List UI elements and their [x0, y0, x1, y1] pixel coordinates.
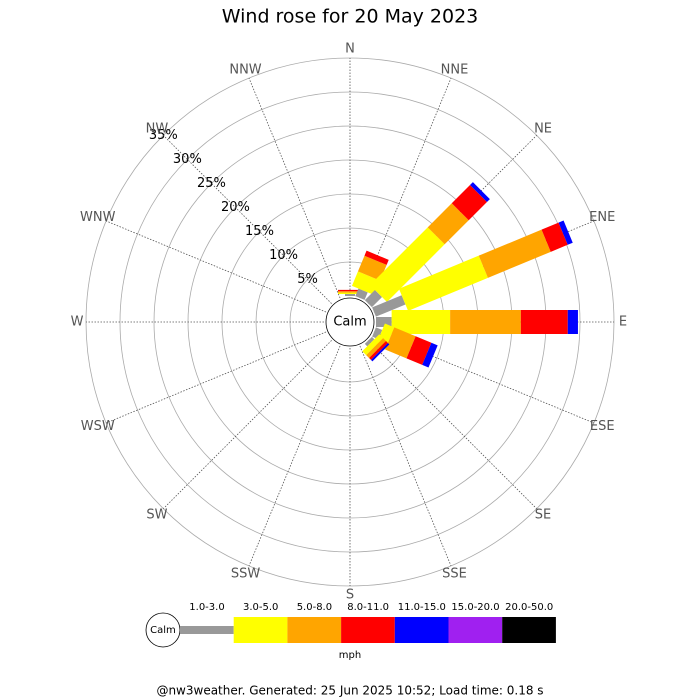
legend-swatch: [448, 617, 503, 643]
legend-swatch: [394, 617, 449, 643]
calm-label: Calm: [333, 315, 366, 330]
wind-segment: [362, 334, 384, 356]
direction-label: E: [619, 315, 627, 330]
direction-label: SW: [146, 508, 167, 523]
spoke: [163, 135, 332, 304]
wind-segment: [364, 289, 383, 308]
legend-label: 3.0-5.0: [243, 602, 278, 613]
legend-swatch: [233, 617, 288, 643]
legend-unit: mph: [339, 650, 361, 661]
legend-label: 1.0-3.0: [189, 602, 224, 613]
direction-label: WSW: [81, 419, 115, 434]
spoke: [248, 345, 341, 567]
legend-label: 5.0-8.0: [297, 602, 332, 613]
wind-segment: [372, 327, 383, 340]
wind-segment: [541, 222, 568, 252]
spoke: [248, 77, 341, 299]
direction-label: NE: [534, 121, 552, 136]
wind-segment: [391, 310, 451, 334]
legend-swatch: [180, 626, 234, 634]
spoke: [105, 331, 327, 424]
legend-label: 20.0-50.0: [505, 602, 553, 613]
wind-segment: [558, 220, 573, 245]
legend-swatch: [502, 617, 556, 643]
wind-segment: [422, 342, 438, 368]
wind-segment: [470, 182, 490, 202]
wind-segment: [366, 338, 387, 359]
legend-swatch: [287, 617, 342, 643]
direction-label: NW: [146, 121, 169, 136]
direction-label: SSW: [231, 567, 261, 582]
wind-segment: [370, 342, 390, 362]
wind-segment: [369, 227, 445, 303]
wind-segment: [364, 250, 389, 265]
wind-segment: [338, 289, 362, 292]
direction-label: NNE: [441, 62, 469, 77]
wind-segment: [357, 255, 387, 281]
legend-label: 8.0-11.0: [347, 602, 389, 613]
wind-segment: [372, 295, 406, 317]
wind-segment: [338, 292, 362, 294]
direction-label: NNW: [229, 62, 261, 77]
wind-segment: [385, 327, 416, 359]
wind-segment: [450, 310, 521, 334]
wind-segment: [451, 185, 487, 221]
spoke: [359, 345, 452, 567]
direction-label: ENE: [589, 210, 615, 225]
direction-label: N: [345, 42, 355, 57]
wind-segment: [398, 255, 488, 311]
spoke: [163, 340, 332, 509]
wind-segment: [478, 229, 551, 278]
ring-label: 25%: [197, 176, 226, 191]
direction-label: W: [71, 315, 84, 330]
spoke: [368, 340, 537, 509]
wind-segment: [351, 271, 381, 296]
chart-title: Wind rose for 20 May 2023: [222, 6, 479, 28]
ring-label: 10%: [269, 248, 298, 263]
wind-segment: [338, 291, 362, 293]
footer: @nw3weather. Generated: 25 Jun 2025 10:5…: [156, 684, 543, 698]
calm-circle: [325, 297, 375, 347]
direction-label: WNW: [80, 210, 116, 225]
wind-segment: [427, 203, 469, 245]
spoke: [105, 220, 327, 313]
legend-swatch: [341, 617, 395, 643]
wind-segment: [567, 310, 578, 334]
direction-label: S: [346, 588, 354, 603]
wind-segment: [369, 341, 388, 360]
wind-segment: [376, 317, 392, 327]
legend-label: 11.0-15.0: [398, 602, 446, 613]
wind-segment: [355, 288, 368, 300]
wind-segment: [406, 336, 432, 365]
legend-calm-label: Calm: [150, 625, 176, 636]
direction-label: SSE: [442, 567, 467, 582]
wind-segment: [364, 336, 375, 347]
direction-label: SE: [535, 508, 551, 523]
legend-label: 15.0-20.0: [451, 602, 499, 613]
wind-segment: [345, 293, 355, 296]
direction-label: ESE: [590, 419, 615, 434]
wind-segment: [520, 310, 568, 334]
